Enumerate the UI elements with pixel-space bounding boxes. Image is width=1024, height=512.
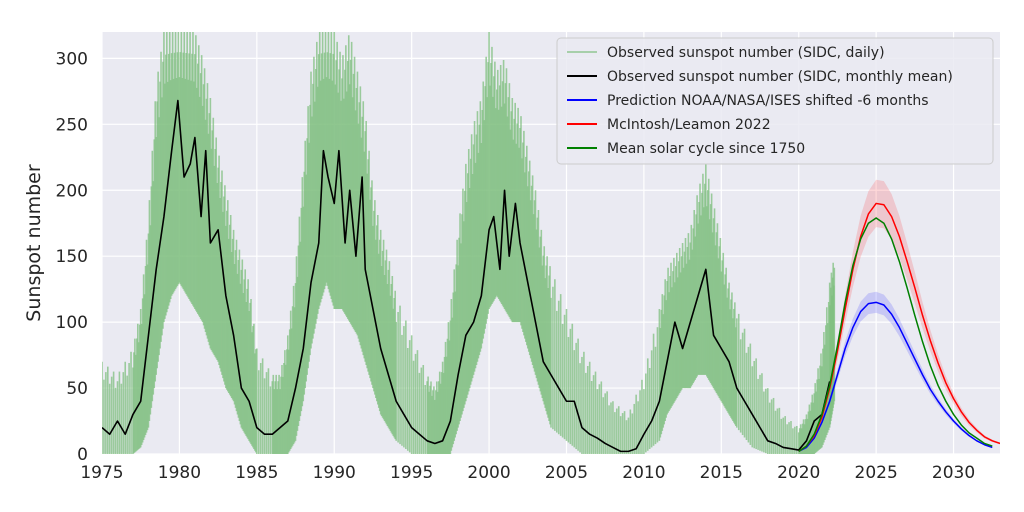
- x-tick-label: 2020: [777, 463, 820, 483]
- y-tick-label: 0: [77, 445, 88, 465]
- legend-entry: McIntosh/Leamon 2022: [607, 117, 771, 133]
- x-tick-label: 1995: [390, 463, 433, 483]
- x-tick-label: 2010: [622, 463, 665, 483]
- y-tick-label: 200: [56, 181, 88, 201]
- series-2-line: [798, 301, 993, 453]
- series-layer: [102, 32, 1000, 454]
- x-tick-label: 2000: [467, 463, 510, 483]
- y-tick-label: 250: [56, 115, 88, 135]
- x-tick-label: 2030: [932, 463, 975, 483]
- y-tick-label: 100: [56, 313, 88, 333]
- legend-entry: Observed sunspot number (SIDC, daily): [607, 45, 885, 61]
- series-1-line: [102, 99, 831, 453]
- y-axis-label: Sunspot number: [23, 164, 45, 322]
- legend-entry: Prediction NOAA/NASA/ISES shifted -6 mon…: [607, 93, 929, 109]
- legend-entry: Observed sunspot number (SIDC, monthly m…: [607, 69, 953, 85]
- legend-box: [556, 37, 994, 165]
- daily-sunspot-band: [102, 32, 836, 454]
- legend: Observed sunspot number (SIDC, daily) Obs…: [556, 37, 994, 165]
- x-tick-label: 1975: [80, 463, 123, 483]
- legend-entry: Mean solar cycle since 1750: [607, 141, 805, 157]
- series-4-line: [798, 217, 993, 452]
- y-tick-label: 150: [56, 247, 88, 267]
- y-tick-label: 300: [56, 49, 88, 69]
- x-tick-label: 1980: [158, 463, 201, 483]
- x-tick-label: 2005: [545, 463, 588, 483]
- x-tick-label: 2025: [855, 463, 898, 483]
- x-tick-label: 1985: [235, 463, 278, 483]
- x-tick-label: 2015: [700, 463, 743, 483]
- x-tick-label: 1990: [313, 463, 356, 483]
- series-2-uncertainty-band: [798, 291, 993, 452]
- y-tick-label: 50: [66, 379, 88, 399]
- tick-labels: 1975 1980 1985 1990 1995 2000 2005 2010 2015 2020…: [56, 49, 976, 483]
